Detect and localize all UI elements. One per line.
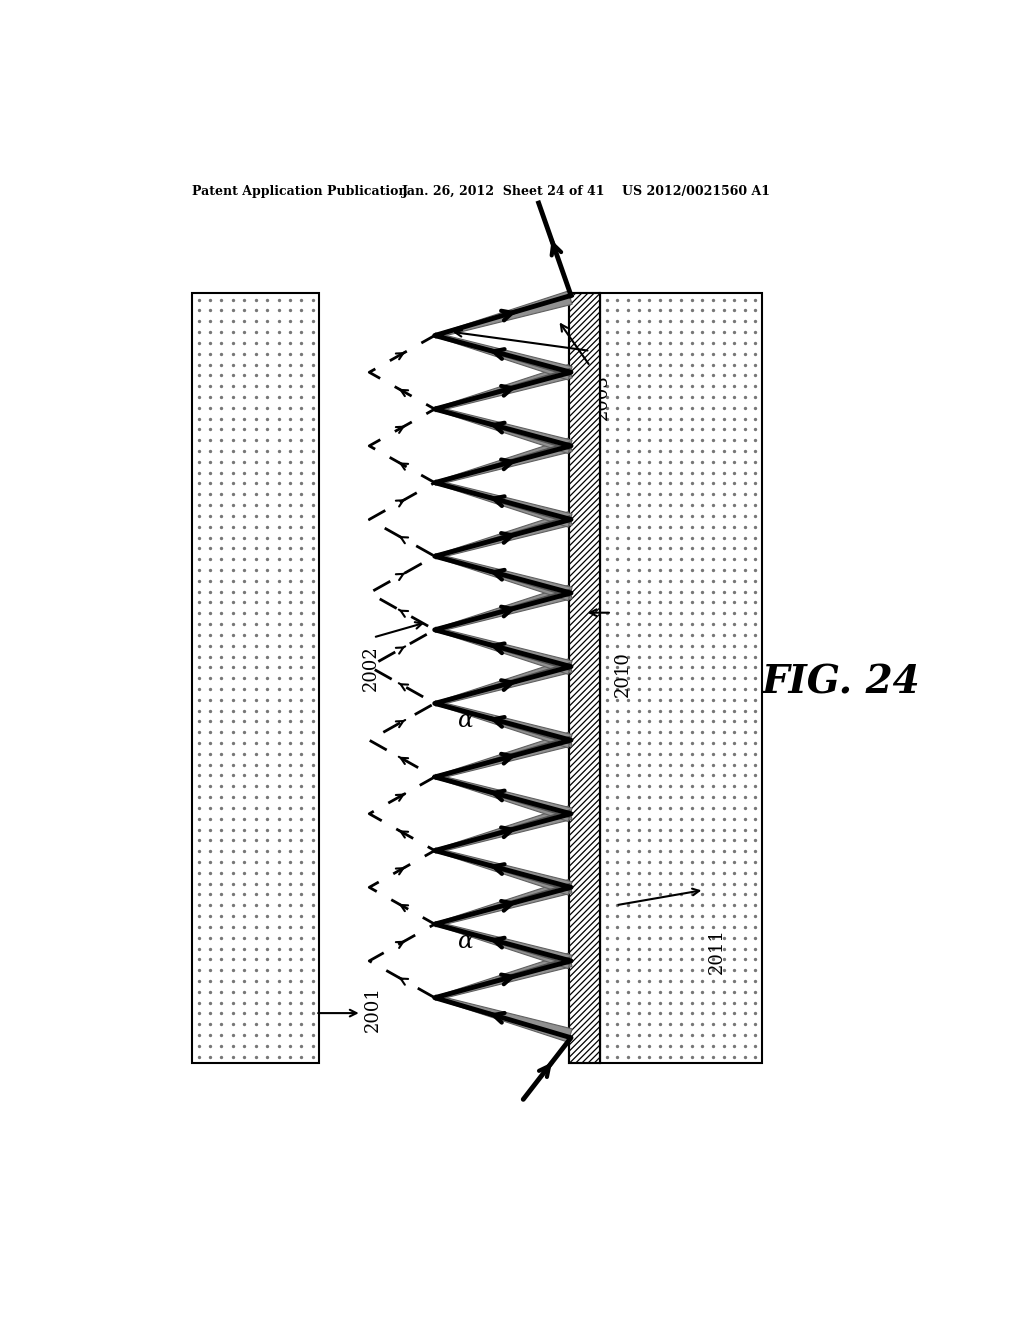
Polygon shape: [434, 879, 572, 927]
Bar: [569, 293, 600, 1063]
Polygon shape: [434, 659, 572, 706]
Bar: [569, 293, 600, 1063]
Polygon shape: [434, 701, 572, 748]
Polygon shape: [434, 807, 572, 853]
Text: 2003: 2003: [593, 374, 610, 420]
Polygon shape: [434, 627, 572, 675]
Polygon shape: [434, 995, 572, 1043]
Polygon shape: [434, 364, 572, 412]
Text: 2011: 2011: [708, 928, 726, 974]
Polygon shape: [434, 953, 572, 1001]
Text: Patent Application Publication: Patent Application Publication: [193, 185, 408, 198]
Polygon shape: [434, 407, 572, 454]
Polygon shape: [434, 512, 572, 558]
Polygon shape: [434, 333, 572, 380]
Bar: [600, 293, 762, 1063]
Polygon shape: [434, 775, 572, 821]
Polygon shape: [434, 290, 572, 338]
Text: Jan. 26, 2012  Sheet 24 of 41: Jan. 26, 2012 Sheet 24 of 41: [402, 185, 606, 198]
Text: α: α: [458, 709, 474, 733]
Text: α: α: [458, 931, 474, 953]
Text: US 2012/0021560 A1: US 2012/0021560 A1: [622, 185, 770, 198]
Polygon shape: [434, 585, 572, 632]
Bar: [193, 293, 319, 1063]
Text: 2010: 2010: [614, 651, 632, 697]
Polygon shape: [434, 921, 572, 969]
Polygon shape: [434, 438, 572, 486]
Polygon shape: [434, 553, 572, 601]
Polygon shape: [434, 847, 572, 895]
Polygon shape: [434, 480, 572, 527]
Polygon shape: [434, 733, 572, 780]
Text: 2002: 2002: [361, 645, 380, 690]
Text: FIG. 24: FIG. 24: [762, 663, 921, 701]
Text: 2001: 2001: [364, 986, 382, 1032]
